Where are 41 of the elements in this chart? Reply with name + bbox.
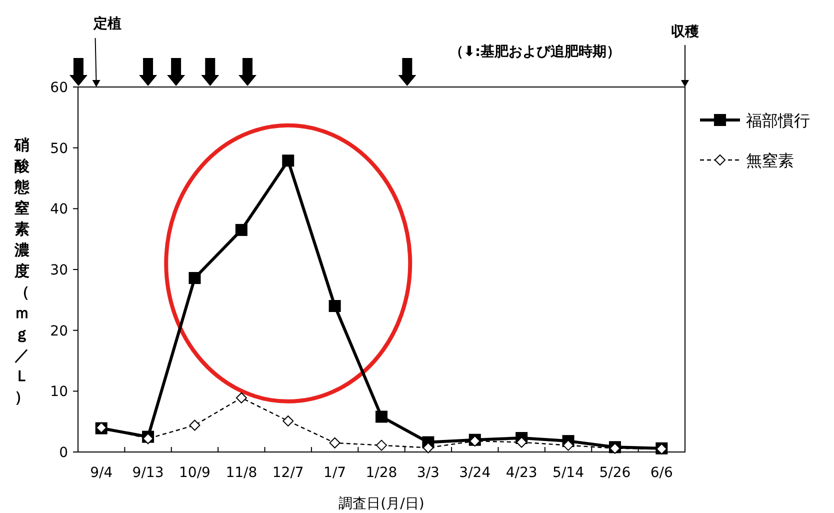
point [188,272,201,284]
x-tick-label: 1/28 [366,465,398,481]
x-axis-title: 調査日(月/日) [338,496,424,512]
point [235,224,248,236]
point [516,436,528,448]
x-tick-label: 5/26 [599,465,631,481]
x-tick-label: 9/4 [90,465,113,481]
point [189,420,200,431]
x-tick-label: 4/23 [506,465,538,481]
x-tick-label: 3/24 [459,465,491,481]
text: 定植 [92,15,122,32]
text: （⬇:基肥および追肥時期） [449,44,621,60]
x-tick-label: 5/14 [552,465,584,481]
legend-label: 福部慣行 [746,111,810,130]
point [142,433,154,444]
x-tick-label: 9/13 [132,465,164,481]
point [236,392,247,404]
y-tick-label: 50 [50,140,68,157]
x-tick-label: 12/7 [272,465,304,481]
text: 硝酸態窒素濃度（ｍｇ／Ｌ） [14,136,30,406]
point [282,154,294,167]
point [376,410,388,423]
x-tick-label: 6/6 [650,465,674,481]
x-tick-label: 1/7 [324,465,346,481]
legend-label: 無窒素 [746,151,794,170]
point [282,415,294,426]
x-tick-label: 3/3 [416,465,440,481]
y-tick-label: 20 [50,323,68,340]
text: 収穫 [671,24,699,40]
point [328,300,341,312]
point [562,440,574,451]
point [376,440,387,451]
y-tick-label: 60 [50,80,68,96]
y-tick-label: 40 [50,202,68,218]
x-tick-label: 11/8 [226,465,258,481]
y-tick-label: 10 [50,384,68,400]
y-tick-label: 0 [59,445,68,461]
point [422,442,434,454]
y-tick-label: 30 [50,262,68,278]
point [329,437,340,448]
x-tick-label: 10/9 [179,465,210,481]
